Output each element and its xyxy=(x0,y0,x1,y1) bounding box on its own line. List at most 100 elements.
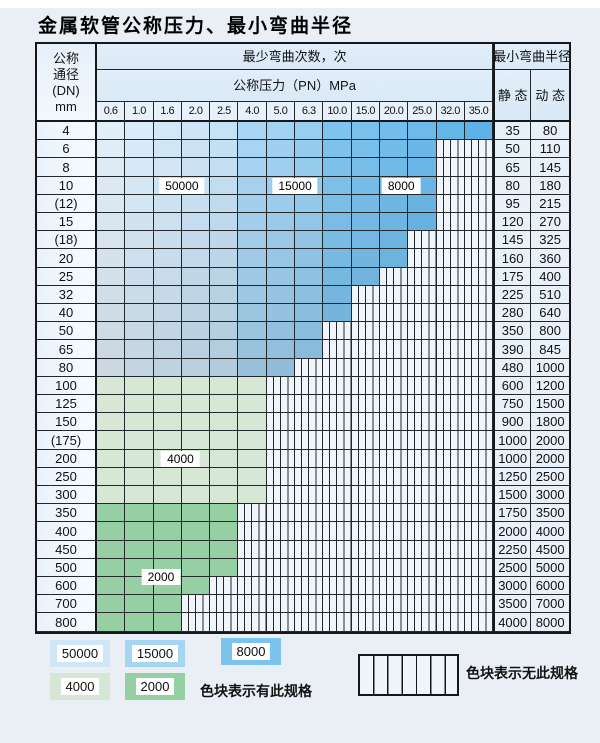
pressure-band-header: 公称压力（PN）MPa xyxy=(97,70,494,102)
spec-cell-unavailable xyxy=(436,176,465,195)
spec-cell-unavailable xyxy=(408,413,437,432)
spec-cell-available xyxy=(153,376,182,396)
spec-cell-available xyxy=(464,122,494,141)
spec-cell-available xyxy=(295,304,324,323)
spec-cell-unavailable xyxy=(266,467,296,487)
dn-cell: 80 xyxy=(37,358,97,377)
spec-cell-unavailable xyxy=(408,376,437,396)
spec-cell-unavailable xyxy=(379,504,409,523)
spec-cell-available xyxy=(266,267,296,286)
dynamic-value-cell: 4000 xyxy=(531,522,570,541)
spec-cell-available xyxy=(210,376,239,396)
spec-cell-available xyxy=(125,431,154,450)
bend-cycles-header: 最少弯曲次数，次 xyxy=(97,44,494,70)
spec-cell-available xyxy=(181,504,211,523)
spec-cell-available xyxy=(97,231,126,250)
spec-cell-available xyxy=(323,122,352,141)
legend-no-spec-text: 色块表示无此规格 xyxy=(466,665,578,681)
legend-swatch-8000: 8000 xyxy=(221,638,281,665)
spec-cell-available xyxy=(266,140,296,159)
dynamic-value-cell: 640 xyxy=(531,304,570,323)
spec-cell-available xyxy=(379,194,409,214)
spec-cell-unavailable xyxy=(436,540,465,559)
pressure-value-header: 20.0 xyxy=(379,102,409,122)
legend-swatch-label: 8000 xyxy=(231,643,271,660)
pressure-value-header: 5.0 xyxy=(266,102,296,122)
spec-cell-available xyxy=(210,358,239,377)
legend-has-spec-text: 色块表示有此规格 xyxy=(200,683,312,699)
spec-cell-unavailable xyxy=(436,285,465,305)
spec-cell-available xyxy=(210,431,239,450)
spec-cell-available xyxy=(351,249,380,268)
spec-cell-available xyxy=(351,176,380,195)
spec-cell-unavailable xyxy=(408,613,437,632)
spec-cell-available xyxy=(97,467,126,487)
spec-cell-available xyxy=(97,304,126,323)
spec-cell-available xyxy=(210,285,239,305)
spec-cell-available xyxy=(125,176,154,195)
spec-cell-available xyxy=(408,194,437,214)
legend-swatch-4000: 4000 xyxy=(50,673,110,700)
spec-cell-unavailable xyxy=(464,140,494,159)
dn-cell: 10 xyxy=(37,176,97,195)
dn-cell: 50 xyxy=(37,322,97,341)
spec-cell-available xyxy=(210,194,239,214)
spec-cell-available xyxy=(210,322,239,341)
spec-cell-unavailable xyxy=(323,322,352,341)
spec-cell-unavailable xyxy=(295,467,324,487)
static-value-cell: 2500 xyxy=(493,558,532,578)
spec-cell-available xyxy=(125,213,154,232)
spec-cell-available xyxy=(153,304,182,323)
spec-table: 公称 通径 (DN) mm 最少弯曲次数，次 最小弯曲半径 公称压力（PN）MPa 静 态动 … xyxy=(35,42,572,634)
spec-cell-unavailable xyxy=(295,595,324,614)
spec-cell-unavailable xyxy=(379,413,409,432)
spec-cell-available xyxy=(153,413,182,432)
spec-cell-available xyxy=(266,285,296,305)
spec-cell-unavailable xyxy=(436,486,465,505)
spec-cell-available xyxy=(238,249,267,268)
spec-cell-available xyxy=(153,140,182,159)
spec-cell-unavailable xyxy=(351,449,380,468)
spec-cell-unavailable xyxy=(266,449,296,468)
spec-cell-available xyxy=(181,213,211,232)
spec-cell-unavailable xyxy=(351,395,380,414)
spec-cell-unavailable xyxy=(379,522,409,541)
dynamic-value-cell: 80 xyxy=(531,122,570,141)
pressure-value-header: 2.5 xyxy=(210,102,239,122)
static-value-cell: 2250 xyxy=(493,540,532,559)
static-value-cell: 145 xyxy=(493,231,532,250)
spec-cell-unavailable xyxy=(436,340,465,359)
spec-cell-available xyxy=(323,140,352,159)
dynamic-value-cell: 800 xyxy=(531,322,570,341)
pressure-value-header: 0.6 xyxy=(97,102,126,122)
spec-cell-unavailable xyxy=(379,340,409,359)
dynamic-value-cell: 180 xyxy=(531,176,570,195)
spec-cell-available xyxy=(181,431,211,450)
spec-cell-available xyxy=(181,158,211,177)
spec-cell-available xyxy=(181,122,211,141)
spec-cell-unavailable xyxy=(408,322,437,341)
spec-cell-unavailable xyxy=(408,285,437,305)
spec-cell-unavailable xyxy=(323,522,352,541)
spec-cell-available xyxy=(238,231,267,250)
spec-cell-unavailable xyxy=(323,595,352,614)
dn-header-cell: 公称 通径 (DN) mm xyxy=(37,44,97,122)
spec-cell-available xyxy=(181,522,211,541)
spec-cell-unavailable xyxy=(379,467,409,487)
spec-cell-available xyxy=(181,231,211,250)
spec-cell-unavailable xyxy=(351,467,380,487)
spec-cell-unavailable xyxy=(436,249,465,268)
spec-cell-unavailable xyxy=(323,558,352,578)
spec-cell-available xyxy=(238,395,267,414)
spec-cell-available xyxy=(238,376,267,396)
spec-cell-available xyxy=(210,340,239,359)
spec-cell-available xyxy=(97,249,126,268)
spec-cell-available xyxy=(181,249,211,268)
spec-cell-available xyxy=(153,158,182,177)
spec-cell-unavailable xyxy=(351,340,380,359)
spec-cell-available xyxy=(295,322,324,341)
spec-cell-available xyxy=(295,340,324,359)
spec-cell-available xyxy=(323,213,352,232)
spec-cell-unavailable xyxy=(464,322,494,341)
spec-cell-unavailable xyxy=(351,540,380,559)
